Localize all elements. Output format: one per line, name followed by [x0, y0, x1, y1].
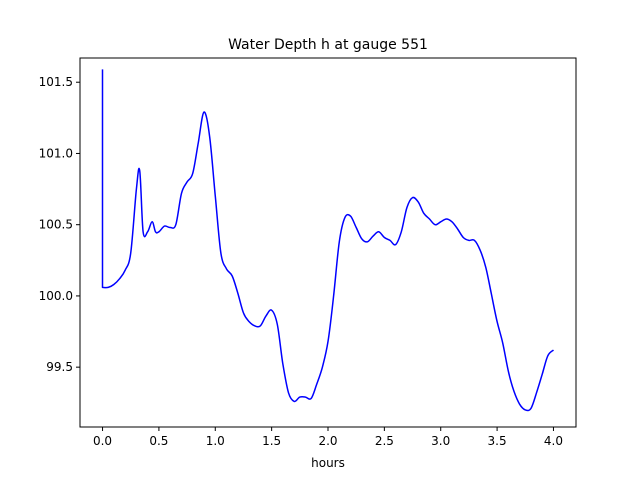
y-axis: 99.5 100.0 100.5 101.0 101.5: [39, 75, 80, 374]
y-tick-label: 100.5: [39, 218, 73, 232]
y-tick-label: 101.0: [39, 146, 73, 160]
x-axis-label: hours: [311, 456, 345, 470]
x-tick-label: 1.0: [206, 434, 225, 448]
x-tick-label: 3.5: [488, 434, 507, 448]
x-tick-label: 3.0: [431, 434, 450, 448]
y-tick-label: 100.0: [39, 289, 73, 303]
x-tick-label: 2.5: [375, 434, 394, 448]
x-tick-label: 0.5: [149, 434, 168, 448]
x-tick-label: 1.5: [262, 434, 281, 448]
x-axis: 0.0 0.5 1.0 1.5 2.0 2.5 3.0 3.5 4.0: [93, 427, 563, 448]
series-line-0: [101, 69, 555, 412]
y-tick-label: 99.5: [46, 360, 73, 374]
plot-area: [101, 69, 555, 412]
x-tick-label: 2.0: [318, 434, 337, 448]
x-tick-label: 0.0: [93, 434, 112, 448]
chart-title: Water Depth h at gauge 551: [228, 37, 428, 53]
x-tick-label: 4.0: [544, 434, 563, 448]
y-tick-label: 101.5: [39, 75, 73, 89]
